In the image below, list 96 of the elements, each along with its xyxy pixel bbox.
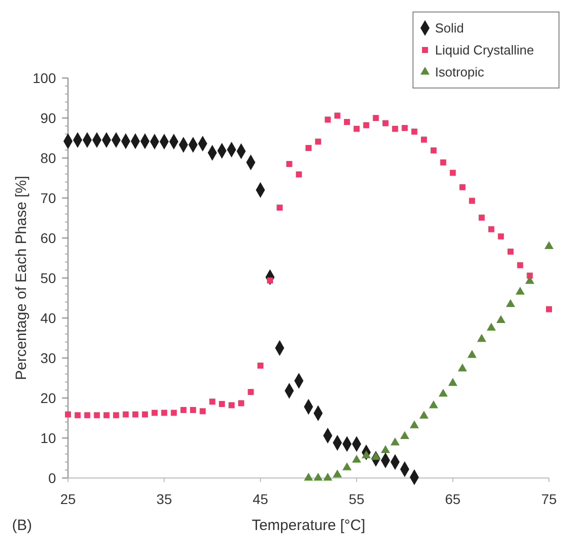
point bbox=[438, 388, 448, 397]
point bbox=[352, 454, 362, 463]
point bbox=[276, 204, 283, 211]
y-tick-label: 50 bbox=[40, 270, 56, 286]
legend-label: Liquid Crystalline bbox=[435, 42, 534, 58]
point bbox=[506, 299, 516, 308]
point bbox=[486, 322, 496, 331]
point bbox=[380, 445, 390, 454]
point bbox=[496, 315, 506, 324]
point bbox=[478, 214, 485, 221]
point bbox=[152, 410, 158, 416]
y-tick-label: 80 bbox=[40, 150, 56, 166]
point bbox=[132, 411, 138, 418]
point bbox=[122, 411, 129, 418]
y-tick-label: 60 bbox=[40, 230, 56, 246]
y-tick-label: 40 bbox=[40, 310, 56, 326]
point bbox=[544, 241, 554, 250]
point bbox=[323, 472, 332, 481]
point bbox=[94, 412, 100, 418]
point bbox=[372, 115, 379, 121]
x-tick-label: 35 bbox=[156, 491, 172, 507]
point bbox=[180, 407, 186, 413]
y-tick-label: 30 bbox=[40, 350, 56, 366]
point bbox=[332, 470, 342, 478]
point bbox=[508, 248, 514, 255]
point bbox=[218, 401, 225, 407]
point bbox=[306, 145, 312, 151]
point bbox=[324, 116, 331, 123]
point bbox=[459, 184, 466, 190]
point bbox=[390, 438, 400, 446]
point bbox=[315, 138, 322, 145]
y-tick-label: 20 bbox=[40, 390, 56, 406]
y-tick-label: 0 bbox=[48, 470, 56, 486]
point bbox=[314, 472, 323, 481]
point bbox=[170, 410, 177, 416]
x-tick-label: 45 bbox=[252, 491, 268, 507]
point bbox=[200, 408, 206, 414]
point bbox=[410, 420, 419, 428]
point bbox=[342, 462, 352, 470]
point bbox=[238, 400, 244, 406]
x-tick-label: 25 bbox=[60, 491, 76, 507]
point bbox=[190, 407, 196, 413]
legend-label: Isotropic bbox=[435, 64, 485, 80]
point bbox=[228, 402, 235, 408]
x-tick-label: 55 bbox=[348, 491, 365, 507]
point bbox=[344, 119, 350, 125]
point bbox=[382, 120, 388, 126]
x-tick-label: 65 bbox=[445, 491, 461, 507]
point bbox=[304, 472, 314, 481]
point bbox=[430, 147, 437, 154]
point bbox=[400, 431, 410, 440]
point bbox=[371, 452, 380, 460]
point bbox=[74, 412, 81, 418]
point bbox=[354, 126, 360, 132]
y-tick-label: 90 bbox=[40, 110, 56, 126]
point bbox=[429, 400, 438, 408]
point bbox=[440, 159, 446, 166]
point bbox=[516, 286, 525, 295]
point bbox=[257, 362, 264, 369]
point bbox=[458, 364, 467, 372]
point bbox=[450, 170, 456, 176]
point bbox=[488, 226, 494, 232]
point bbox=[296, 171, 302, 178]
point bbox=[161, 410, 168, 416]
point bbox=[498, 233, 504, 240]
point bbox=[477, 334, 486, 342]
point bbox=[420, 136, 427, 143]
point bbox=[392, 126, 398, 132]
y-tick-label: 70 bbox=[40, 190, 56, 206]
point bbox=[248, 389, 254, 395]
point bbox=[113, 412, 120, 418]
y-tick-label: 10 bbox=[40, 430, 56, 446]
point bbox=[84, 412, 90, 418]
point bbox=[467, 350, 477, 358]
point bbox=[362, 450, 371, 458]
point bbox=[546, 306, 552, 312]
point bbox=[517, 262, 524, 268]
x-tick-label: 75 bbox=[541, 491, 557, 507]
point bbox=[286, 161, 292, 167]
point bbox=[411, 128, 418, 135]
point bbox=[448, 378, 458, 386]
point bbox=[402, 125, 408, 131]
point bbox=[419, 410, 428, 419]
point bbox=[65, 411, 71, 418]
point bbox=[142, 411, 148, 418]
text: (B) bbox=[12, 517, 32, 534]
point bbox=[103, 412, 110, 418]
point bbox=[334, 112, 340, 119]
y-tick-label: 100 bbox=[32, 70, 56, 86]
legend-label: Solid bbox=[435, 20, 464, 36]
point bbox=[363, 122, 370, 128]
y-axis-title: Percentage of Each Phase [%] bbox=[13, 176, 30, 380]
point bbox=[469, 198, 476, 204]
point bbox=[209, 398, 216, 405]
point bbox=[525, 276, 534, 284]
x-axis-title: Temperature [°C] bbox=[252, 517, 366, 534]
